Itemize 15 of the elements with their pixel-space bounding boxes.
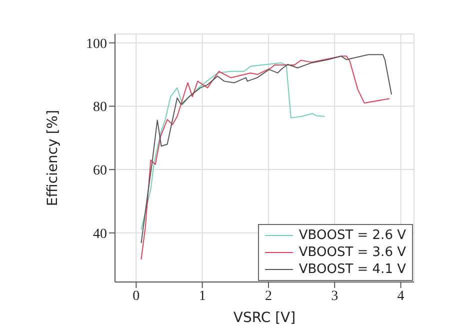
x-tick-label: 1 [198,288,206,304]
y-tick-label: 100 [86,36,107,52]
y-tick-label: 80 [93,100,107,116]
y-tick-label: 60 [93,164,107,179]
y-axis-title: Efficiency [%] [44,110,61,206]
x-axis-title: VSRC [V] [233,310,296,326]
x-tick-label: 3 [331,288,338,304]
legend-label: VBOOST = 2.6 V [298,227,406,244]
legend-label: VBOOST = 4.1 V [298,261,406,278]
line-series [140,62,326,230]
x-tick-label: 4 [397,288,404,304]
y-tick-label: 40 [93,226,107,242]
x-tick-label: 2 [264,288,272,304]
legend-label: VBOOST = 3.6 V [298,244,406,261]
x-tick-label: 0 [132,288,140,304]
